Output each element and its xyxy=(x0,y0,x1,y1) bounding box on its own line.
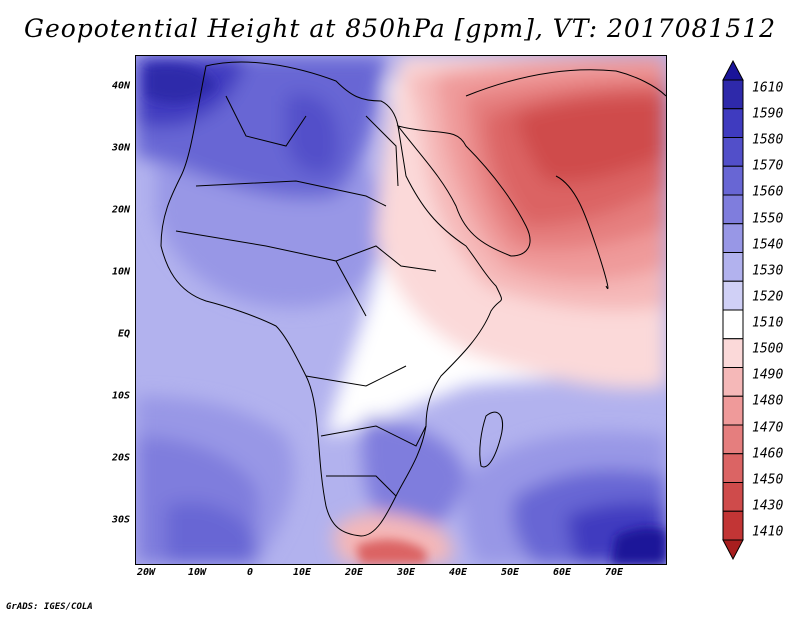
lon-label: 70E xyxy=(604,567,624,578)
lat-label: 10S xyxy=(111,390,130,402)
colorbar-bin xyxy=(722,252,744,282)
footer-credit: GrADS: IGES/COLA xyxy=(6,602,93,612)
colorbar-label: 1460 xyxy=(752,446,784,462)
colorbar-label: 1580 xyxy=(752,132,784,148)
colorbar-label: 1590 xyxy=(752,106,784,122)
colorbar-label: 1530 xyxy=(752,263,784,279)
lat-label: 10N xyxy=(111,266,130,278)
colorbar-label: 1510 xyxy=(752,315,784,331)
colorbar-bin xyxy=(722,194,744,225)
colorbar-bin xyxy=(722,137,744,167)
lon-label: 20E xyxy=(344,567,364,578)
geopotential-height-map xyxy=(136,56,666,564)
lat-label: 20S xyxy=(111,452,130,464)
colorbar-bin xyxy=(722,165,744,196)
colorbar-label: 1520 xyxy=(752,289,784,305)
lon-label: 40E xyxy=(448,567,468,578)
colorbar-bin xyxy=(722,424,744,455)
lon-label: 50E xyxy=(500,567,520,578)
lat-label: 20N xyxy=(111,204,130,216)
lon-label: 0 xyxy=(246,567,254,578)
colorbar-bin xyxy=(722,79,744,110)
colorbar-label: 1500 xyxy=(752,341,784,357)
colorbar-label: 1570 xyxy=(752,158,784,174)
lon-label: 30E xyxy=(396,567,416,578)
height-field-details xyxy=(146,64,666,564)
colorbar-bin xyxy=(722,223,744,253)
colorbar-bin xyxy=(722,453,744,483)
colorbar-bin xyxy=(722,510,744,541)
colorbar-label: 1490 xyxy=(752,367,784,383)
lat-label: 30S xyxy=(111,514,130,526)
coastlines xyxy=(160,61,666,537)
colorbar-label: 1410 xyxy=(752,524,784,540)
colorbar-label: 1550 xyxy=(752,211,784,227)
colorbar-label: 1560 xyxy=(752,184,784,200)
lat-label: EQ xyxy=(117,328,130,340)
colorbar-bin xyxy=(722,280,744,311)
map-plot-area xyxy=(135,55,667,565)
colorbar-arrow-top xyxy=(722,60,744,81)
lon-label: 60E xyxy=(552,567,572,578)
colorbar-bin xyxy=(722,367,744,397)
colorbar-label: 1450 xyxy=(752,472,784,488)
colorbar-bin xyxy=(722,309,744,340)
lon-label: 20W xyxy=(136,567,156,578)
colorbar-label: 1540 xyxy=(752,237,784,253)
lat-label: 30N xyxy=(111,142,130,154)
colorbar-label: 1610 xyxy=(752,80,784,96)
colorbar-bin xyxy=(722,338,744,368)
lon-label: 10W xyxy=(187,567,207,578)
lat-label: 40N xyxy=(111,80,130,92)
colorbar-bin xyxy=(722,108,744,138)
colorbar-label: 1470 xyxy=(752,420,784,436)
colorbar-label: 1430 xyxy=(752,498,784,514)
lon-label: 10E xyxy=(292,567,312,578)
colorbar-bin xyxy=(722,395,744,426)
colorbar-arrow-bottom xyxy=(722,539,744,560)
colorbar-bin xyxy=(722,482,744,512)
chart-title: Geopotential Height at 850hPa [gpm], VT:… xyxy=(23,14,777,43)
colorbar xyxy=(722,60,744,560)
colorbar-label: 1480 xyxy=(752,393,784,409)
